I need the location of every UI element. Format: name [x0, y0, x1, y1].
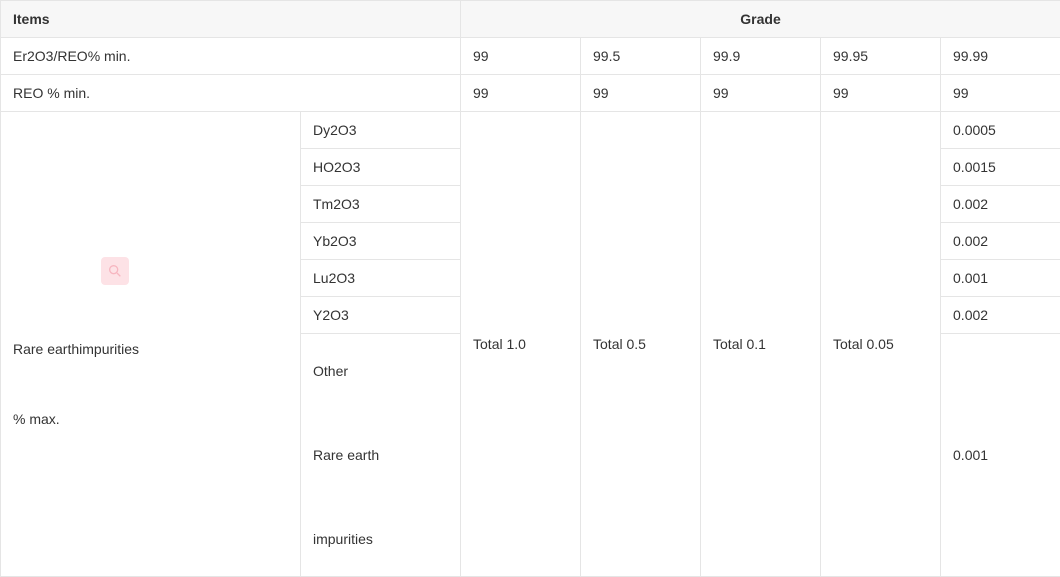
impurities-label-cell: Rare earthimpurities % max. — [1, 112, 301, 577]
impurities-label-line2: % max. — [13, 402, 139, 437]
search-icon — [101, 257, 129, 285]
header-items: Items — [1, 1, 461, 38]
impurity-row-0: Rare earthimpurities % max. Dy2O3 Total … — [1, 112, 1060, 149]
impurity-last-4: 0.001 — [941, 260, 1060, 297]
header-row: Items Grade — [1, 1, 1060, 38]
reo-label: REO % min. — [1, 75, 461, 112]
impurity-other-label: Other Rare earth impurities — [301, 334, 461, 577]
impurity-total-2: Total 0.1 — [701, 112, 821, 577]
impurity-total-3: Total 0.05 — [821, 112, 941, 577]
impurity-last-6: 0.001 — [941, 334, 1060, 577]
header-grade: Grade — [461, 1, 1060, 38]
reo-val-2: 99 — [701, 75, 821, 112]
purity-val-1: 99.5 — [581, 38, 701, 75]
impurity-total-0: Total 1.0 — [461, 112, 581, 577]
impurity-sub-1: HO2O3 — [301, 149, 461, 186]
impurity-sub-0: Dy2O3 — [301, 112, 461, 149]
reo-row: REO % min. 99 99 99 99 99 — [1, 75, 1060, 112]
purity-val-0: 99 — [461, 38, 581, 75]
impurity-sub-5: Y2O3 — [301, 297, 461, 334]
impurity-sub-2: Tm2O3 — [301, 186, 461, 223]
reo-val-4: 99 — [941, 75, 1060, 112]
purity-label: Er2O3/REO% min. — [1, 38, 461, 75]
impurity-sub-4: Lu2O3 — [301, 260, 461, 297]
purity-val-2: 99.9 — [701, 38, 821, 75]
reo-val-3: 99 — [821, 75, 941, 112]
impurity-last-0: 0.0005 — [941, 112, 1060, 149]
impurity-last-5: 0.002 — [941, 297, 1060, 334]
reo-val-0: 99 — [461, 75, 581, 112]
impurity-last-2: 0.002 — [941, 186, 1060, 223]
impurity-last-1: 0.0015 — [941, 149, 1060, 186]
purity-val-3: 99.95 — [821, 38, 941, 75]
impurity-total-1: Total 0.5 — [581, 112, 701, 577]
spec-table: Items Grade Er2O3/REO% min. 99 99.5 99.9… — [0, 0, 1060, 577]
purity-val-4: 99.99 — [941, 38, 1060, 75]
impurity-last-3: 0.002 — [941, 223, 1060, 260]
purity-row: Er2O3/REO% min. 99 99.5 99.9 99.95 99.99 — [1, 38, 1060, 75]
impurity-sub-3: Yb2O3 — [301, 223, 461, 260]
reo-val-1: 99 — [581, 75, 701, 112]
impurities-label-line1: Rare earthimpurities — [13, 332, 139, 367]
